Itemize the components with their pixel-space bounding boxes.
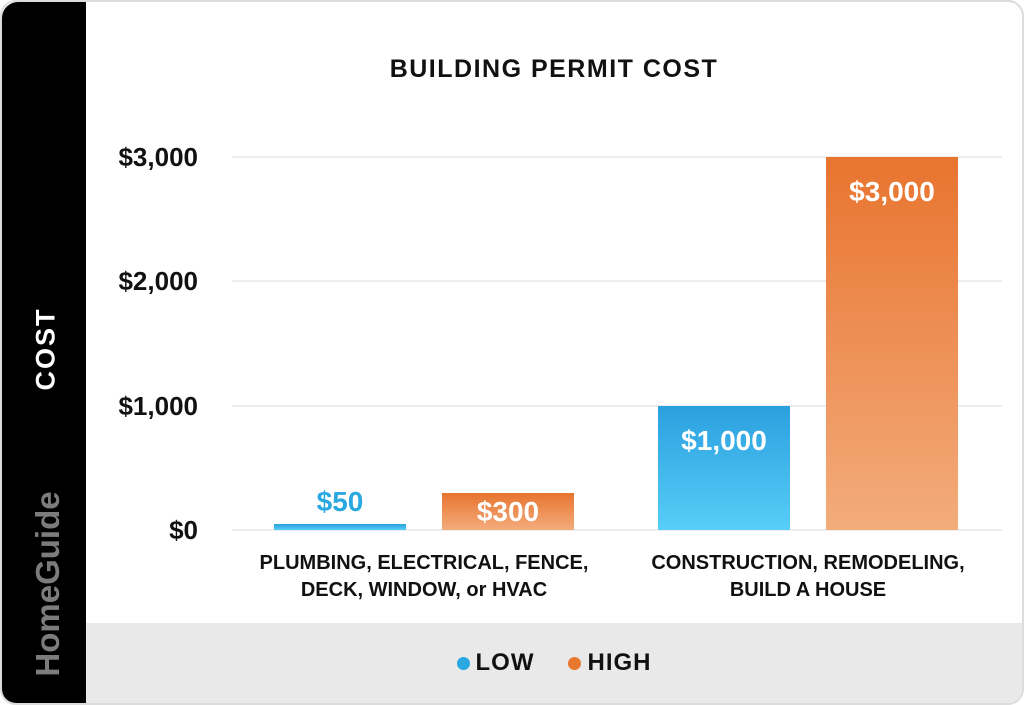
y-axis-tick-label: $2,000 <box>118 266 198 297</box>
gridline <box>232 529 1002 531</box>
legend: LOW HIGH <box>86 623 1022 703</box>
bar-low-0 <box>274 523 406 530</box>
y-axis-tick-label: $3,000 <box>118 142 198 172</box>
bar-value-label: $300 <box>476 496 540 528</box>
bar-value-label: $3,000 <box>849 176 935 207</box>
legend-dot-icon <box>568 656 582 670</box>
gridline <box>232 280 1002 283</box>
y-axis-title: COST <box>30 307 61 391</box>
brand-watermark: HomeGuide <box>29 491 66 677</box>
bar-low-1 <box>658 405 790 530</box>
legend-label: LOW <box>475 649 535 676</box>
gridline <box>232 156 1002 158</box>
left-rail: COST HomeGuide <box>2 2 86 703</box>
y-axis-tick-label: $0 <box>169 515 198 545</box>
legend-item-high: HIGH <box>568 649 651 677</box>
legend-item-low: LOW <box>456 649 535 677</box>
y-axis-tick-label: $1,000 <box>118 390 198 421</box>
x-axis-category-label: PLUMBING, ELECTRICAL, FENCE, DECK, WINDO… <box>259 552 589 601</box>
bar-high-0 <box>442 492 574 530</box>
legend-dot-icon <box>456 656 470 670</box>
legend-label: HIGH <box>587 649 652 676</box>
bar-value-label: $1,000 <box>681 424 767 456</box>
x-axis-category-label: CONSTRUCTION, REMODELING, BUILD A HOUSE <box>651 552 965 601</box>
gridline <box>232 404 1002 407</box>
bar-high-1 <box>826 157 958 530</box>
bar-value-label: $50 <box>316 485 364 517</box>
chart-title: BUILDING PERMIT COST <box>389 55 719 83</box>
